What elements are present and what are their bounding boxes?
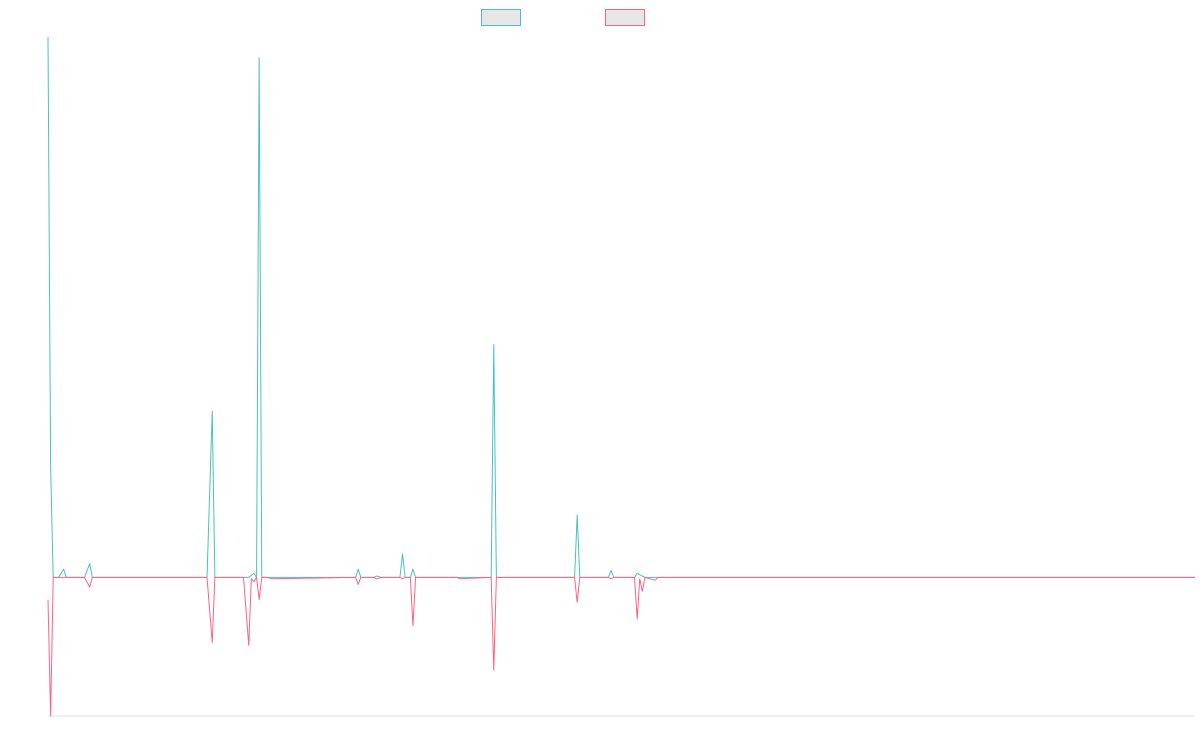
series-line-2: [47, 576, 1195, 717]
legend: [0, 9, 1200, 27]
legend-item-series-2[interactable]: [605, 9, 651, 26]
series-line-1: [47, 36, 1195, 578]
legend-swatch-series-2: [605, 9, 645, 26]
legend-item-series-1[interactable]: [481, 9, 527, 26]
legend-swatch-series-1: [481, 9, 521, 26]
